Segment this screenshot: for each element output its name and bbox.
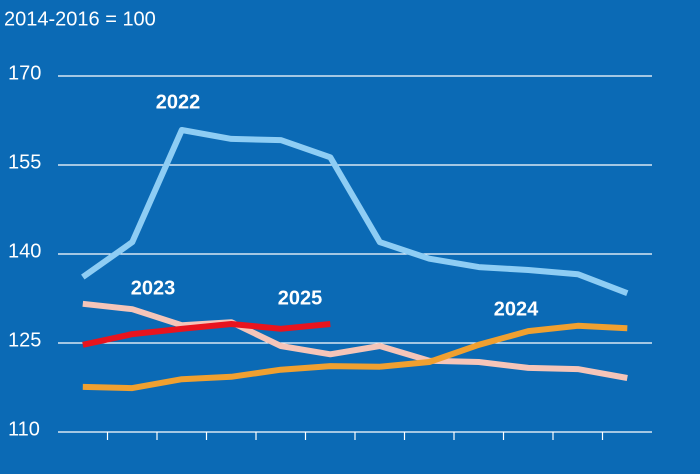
series-line <box>82 322 628 392</box>
series-line <box>81 127 629 297</box>
chart-subtitle: 2014-2016 = 100 <box>4 8 156 30</box>
y-tick-label: 125 <box>8 329 41 351</box>
series-label: 2022 <box>156 91 201 113</box>
series-label: 2023 <box>131 277 176 299</box>
series-line <box>82 300 628 381</box>
y-tick-label: 155 <box>8 151 41 173</box>
y-tick-label: 110 <box>8 418 40 440</box>
y-tick-label: 170 <box>8 62 41 84</box>
series-label: 2025 <box>278 287 323 309</box>
series-line <box>82 321 331 348</box>
series-label: 2024 <box>494 298 539 320</box>
y-tick-label: 140 <box>8 240 41 262</box>
